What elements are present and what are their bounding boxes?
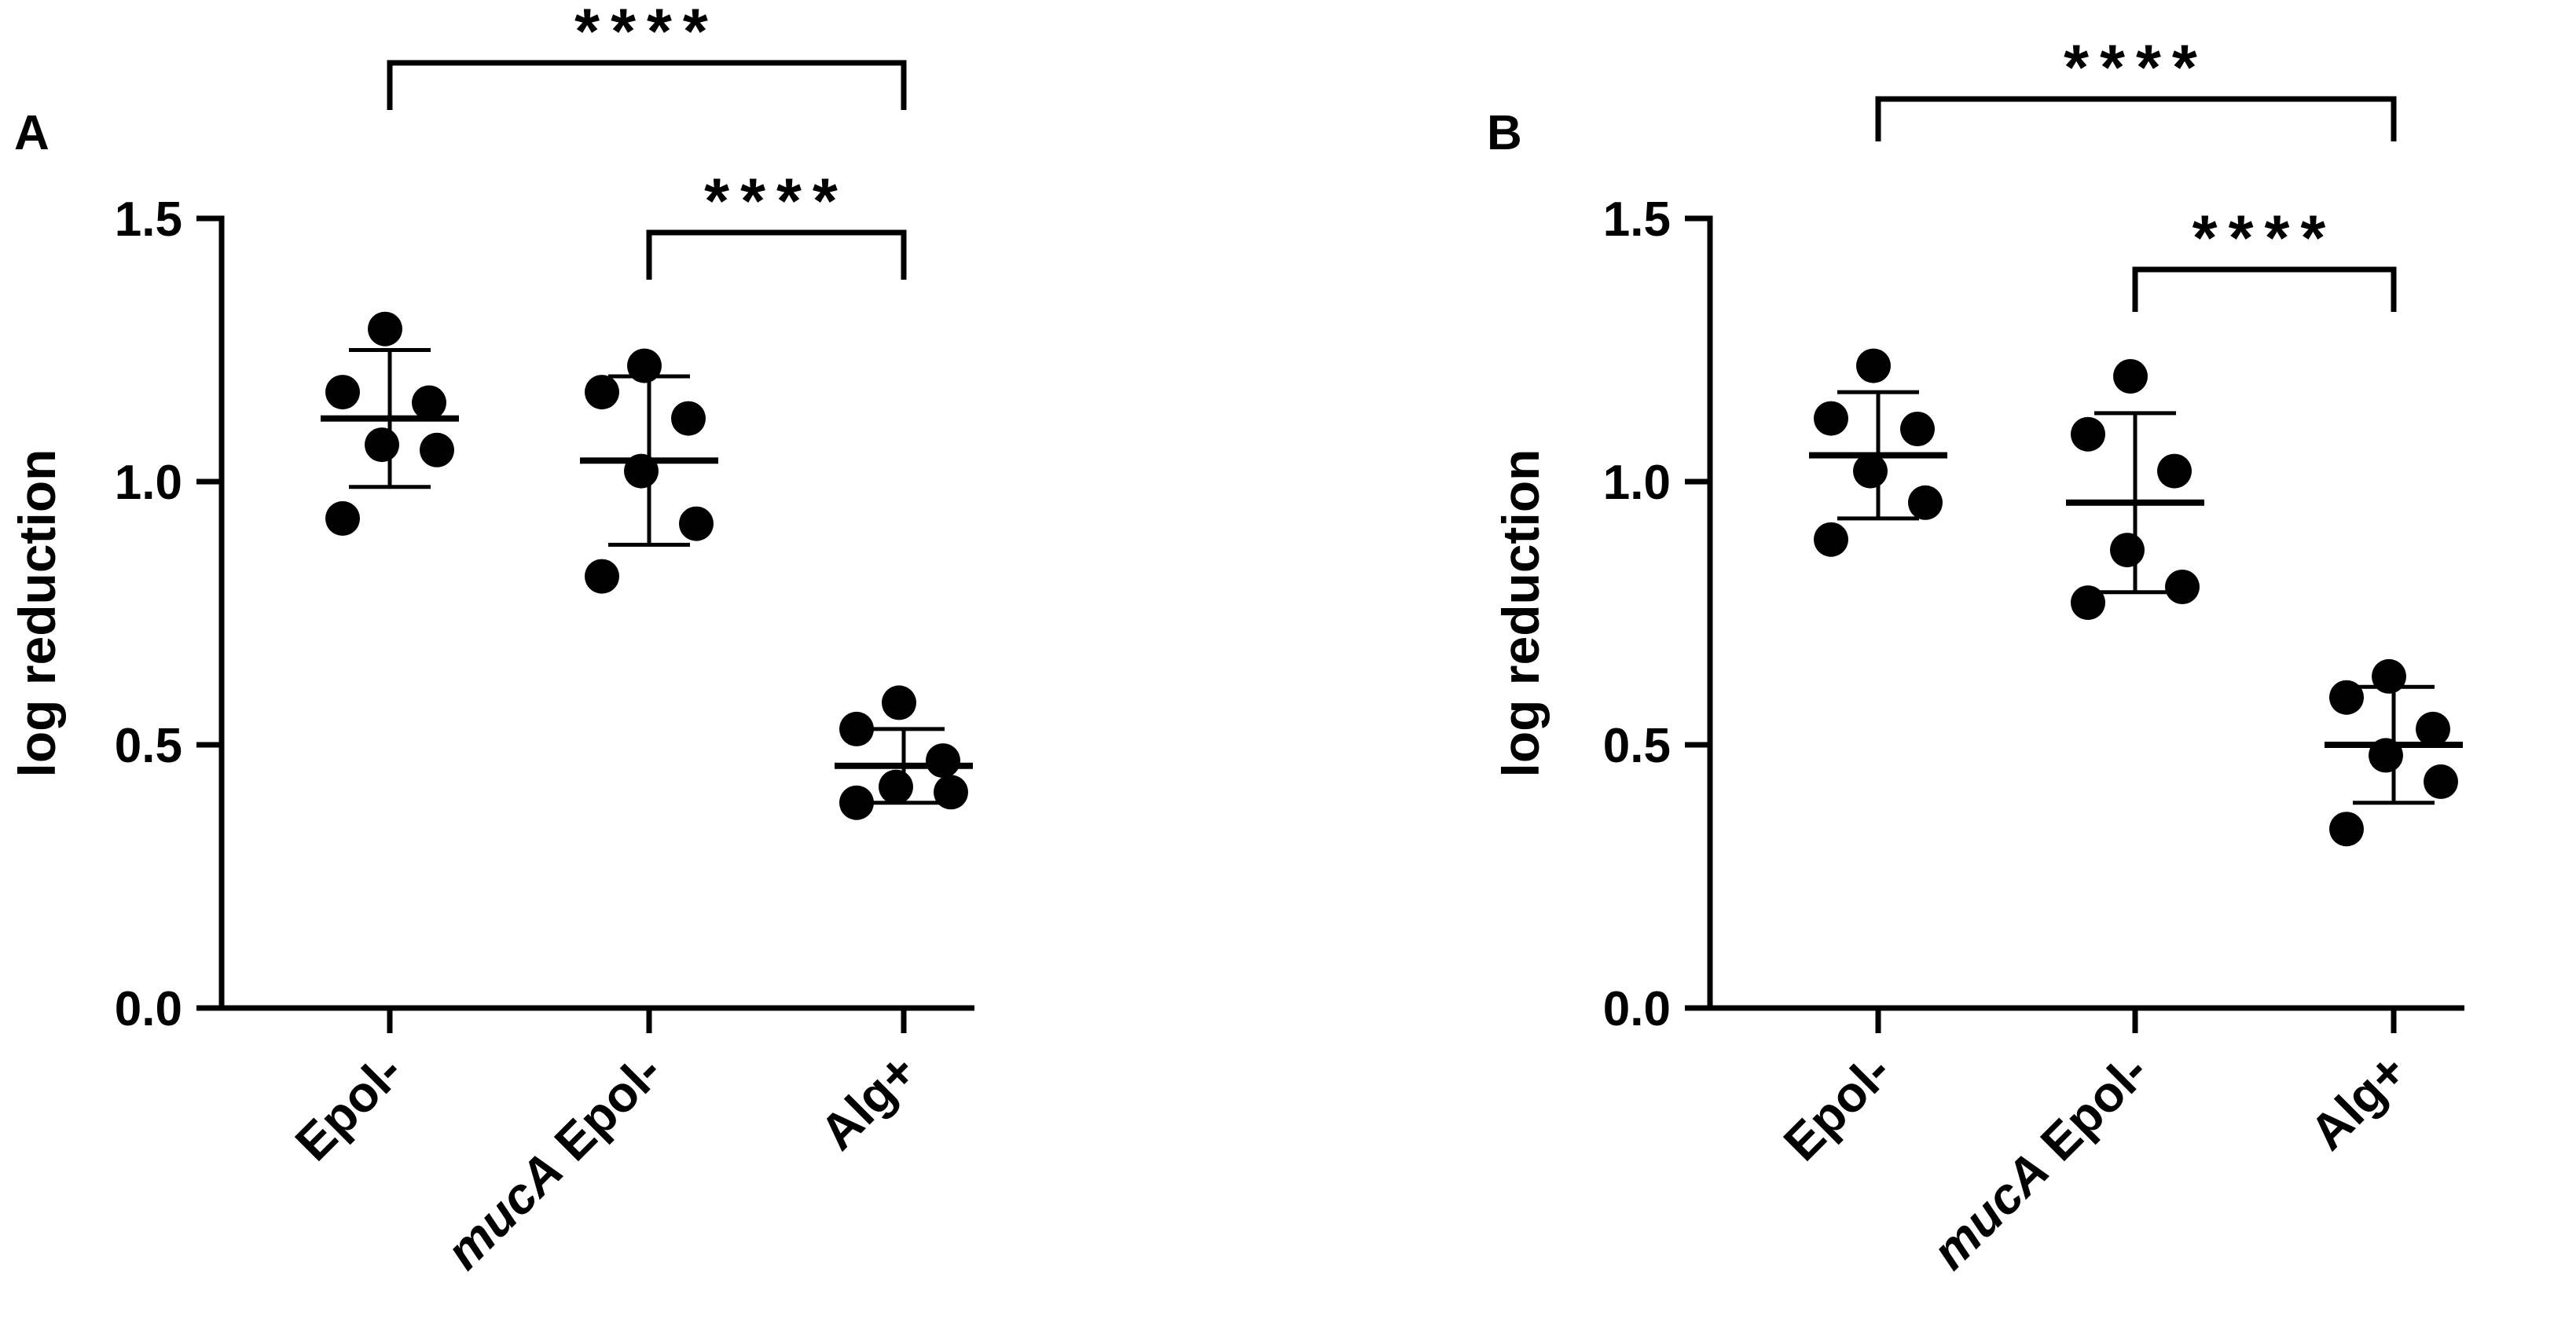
data-point bbox=[325, 375, 360, 410]
data-point bbox=[2113, 359, 2148, 394]
panel-label: A bbox=[14, 106, 50, 160]
y-tick-label: 0.5 bbox=[1603, 719, 1671, 773]
data-point bbox=[671, 401, 706, 436]
significance-bracket bbox=[646, 229, 907, 280]
data-point bbox=[1814, 401, 1848, 436]
data-point bbox=[679, 506, 714, 541]
data-point bbox=[2416, 711, 2450, 746]
x-tick-label-part: mucA bbox=[435, 1142, 574, 1281]
data-point bbox=[926, 743, 960, 779]
data-point bbox=[325, 500, 360, 536]
panel-b: B 0.0 0.5 1.0 1.5 log reduction Epol-mucA Epol… bbox=[1487, 32, 2464, 1280]
x-tick-label: Alg+ bbox=[2299, 1043, 2417, 1160]
x-tick-label: mucA Epol- bbox=[1921, 1043, 2159, 1280]
x-tick-label-part: Epol- bbox=[284, 1043, 413, 1171]
data-point bbox=[2157, 453, 2192, 489]
data-point bbox=[839, 711, 874, 746]
data-point bbox=[1908, 485, 1943, 520]
y-tick-label: 0.0 bbox=[115, 982, 182, 1036]
data-point bbox=[1853, 453, 1888, 489]
x-tick-label-part: Epol- bbox=[2020, 1043, 2159, 1182]
y-tick-label: 1.0 bbox=[1603, 456, 1671, 510]
y-tick-label: 1.0 bbox=[115, 456, 182, 510]
data-point bbox=[879, 769, 913, 805]
significance-label: **** bbox=[2193, 203, 2337, 274]
x-tick-label-part: mucA bbox=[1921, 1142, 2060, 1281]
data-point bbox=[2329, 812, 2364, 847]
y-axis-title: log reduction bbox=[8, 449, 66, 778]
data-point bbox=[2071, 416, 2105, 452]
data-point bbox=[365, 427, 399, 463]
data-point bbox=[2165, 570, 2200, 604]
x-tick-label-part: Alg+ bbox=[2299, 1043, 2417, 1160]
data-point bbox=[585, 559, 619, 594]
significance-label: **** bbox=[704, 166, 849, 237]
data-point bbox=[368, 311, 402, 346]
data-point bbox=[1856, 348, 1891, 383]
x-tick-label-part: Alg+ bbox=[809, 1043, 927, 1160]
significance-bracket bbox=[2132, 266, 2397, 312]
data-point bbox=[585, 375, 619, 410]
data-point bbox=[412, 385, 446, 420]
y-tick-label: 0.0 bbox=[1603, 982, 1671, 1036]
significance-bracket bbox=[387, 60, 907, 110]
panel-a: A 0.0 0.5 1.0 1.5 log reduction Epol-mucA Epol… bbox=[8, 0, 974, 1280]
data-point bbox=[420, 432, 454, 467]
data-point bbox=[2424, 764, 2458, 799]
x-tick-label: mucA Epol- bbox=[435, 1043, 673, 1280]
significance-label: **** bbox=[2064, 32, 2208, 104]
x-tick-label: Epol- bbox=[284, 1043, 413, 1171]
data-point bbox=[1814, 522, 1848, 557]
x-tick-label: Epol- bbox=[1773, 1043, 1902, 1171]
x-tick-label: Alg+ bbox=[809, 1043, 927, 1160]
x-tick-label-part: Epol- bbox=[1773, 1043, 1902, 1171]
significance-bracket bbox=[1875, 96, 2397, 141]
data-point bbox=[882, 685, 916, 720]
y-tick-label: 1.5 bbox=[1603, 192, 1671, 247]
data-point bbox=[839, 785, 874, 820]
x-tick-label-part: Epol- bbox=[534, 1043, 673, 1182]
significance-label: **** bbox=[574, 0, 719, 68]
y-axis-title: log reduction bbox=[1492, 449, 1550, 778]
panel-label: B bbox=[1487, 106, 1522, 160]
y-tick-label: 1.5 bbox=[115, 192, 182, 247]
data-point bbox=[1900, 412, 1935, 446]
data-point bbox=[2110, 533, 2145, 568]
y-tick-label: 0.5 bbox=[115, 719, 182, 773]
